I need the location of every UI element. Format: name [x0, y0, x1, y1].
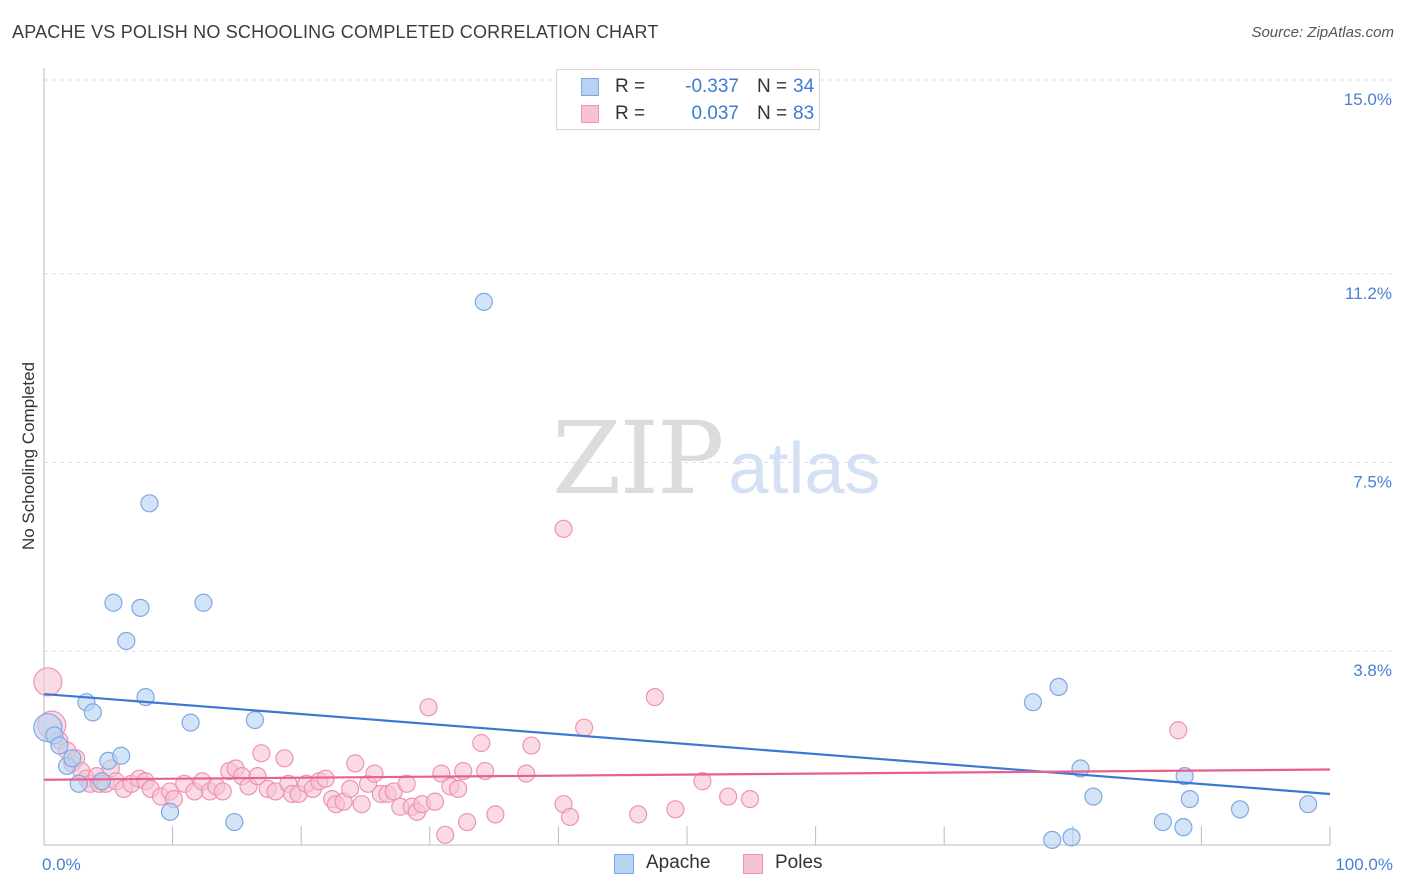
apache-point: [1175, 767, 1194, 786]
apache-point: [140, 494, 159, 513]
apache-point: [1180, 789, 1199, 809]
apache-point: [245, 710, 265, 730]
poles-point: [352, 795, 371, 814]
x-tick-label: 100.0%: [1335, 855, 1393, 874]
watermark-atlas: atlas: [728, 429, 881, 509]
poles-point: [346, 754, 365, 773]
apache-trend-line: [43, 692, 1331, 796]
poles-legend-label: Poles: [775, 852, 823, 873]
poles-point: [340, 779, 360, 799]
poles-point: [719, 787, 738, 806]
poles-points: [33, 519, 1188, 844]
y-tick-label: 11.2%: [1345, 284, 1392, 303]
apache-point: [63, 749, 82, 768]
poles-r-value: 0.037: [691, 103, 739, 124]
apache-legend-label: Apache: [646, 852, 711, 873]
y-tick-label: 3.8%: [1353, 661, 1392, 680]
poles-point: [575, 718, 594, 737]
y-axis-label: No Schooling Completed: [19, 362, 38, 550]
apache-point: [83, 703, 102, 722]
poles-point: [252, 744, 271, 763]
tick-labels: 3.8% 7.5% 11.2% 15.0% 0.0% 100.0%: [42, 90, 1393, 874]
poles-point: [1169, 721, 1188, 740]
apache-point: [1153, 812, 1172, 832]
trend-lines: [43, 692, 1331, 796]
apache-point: [69, 774, 88, 793]
poles-point: [693, 772, 712, 791]
apache-point: [117, 631, 136, 651]
apache-point: [1062, 828, 1081, 847]
apache-point: [1071, 759, 1090, 778]
apache-point: [181, 713, 200, 732]
poles-point: [248, 767, 267, 786]
poles-point: [645, 687, 664, 707]
apache-n-label: N =: [757, 76, 788, 97]
gridlines: [44, 79, 1392, 652]
poles-point: [517, 764, 536, 783]
y-tick-label: 7.5%: [1353, 473, 1392, 492]
apache-point: [1023, 693, 1043, 712]
poles-point: [397, 774, 416, 793]
poles-point: [365, 764, 384, 783]
apache-legend-swatch: [614, 854, 634, 874]
poles-point: [560, 807, 580, 827]
poles-point: [666, 800, 685, 819]
apache-point: [92, 772, 111, 791]
chart-title: APACHE VS POLISH NO SCHOOLING COMPLETED …: [12, 22, 659, 42]
poles-r-label: R =: [615, 103, 646, 124]
poles-point: [425, 792, 445, 811]
poles-point: [522, 736, 541, 755]
poles-point: [472, 733, 491, 753]
poles-point: [740, 789, 760, 809]
apache-point: [131, 598, 150, 617]
poles-point: [554, 519, 573, 538]
apache-point: [112, 746, 131, 765]
watermark-zip: ZIP: [552, 400, 724, 517]
poles-n-label: N =: [757, 103, 788, 124]
poles-point: [33, 667, 63, 697]
apache-point: [1299, 795, 1318, 814]
apache-point: [474, 292, 493, 311]
correlation-legend: R = -0.337 N = 34 R = 0.037 N = 83: [556, 69, 820, 130]
zipatlas-watermark: ZIPatlas: [552, 400, 880, 517]
poles-point: [419, 698, 438, 717]
apache-point: [1043, 830, 1062, 850]
apache-point: [1174, 818, 1193, 837]
apache-r-value: -0.337: [685, 76, 739, 97]
apache-point: [1230, 800, 1250, 819]
source-label: Source: ZipAtlas.com: [1251, 24, 1394, 41]
apache-point: [194, 593, 213, 612]
poles-n-value: 83: [793, 103, 815, 124]
axes: [43, 68, 1331, 846]
x-tick-label: 0.0%: [42, 855, 81, 874]
poles-point: [448, 779, 468, 799]
y-tick-label: 15.0%: [1344, 90, 1392, 109]
apache-point: [1084, 787, 1103, 806]
apache-swatch: [581, 78, 599, 96]
poles-point: [432, 764, 451, 783]
poles-legend-swatch: [743, 854, 763, 874]
apache-point: [104, 593, 123, 612]
apache-point: [50, 736, 69, 755]
poles-point: [213, 782, 232, 801]
poles-point: [436, 825, 455, 844]
poles-point: [486, 805, 505, 824]
poles-point: [316, 769, 335, 788]
apache-n-value: 34: [793, 76, 815, 97]
poles-point: [629, 805, 648, 824]
poles-point: [457, 812, 477, 832]
apache-point: [160, 802, 180, 821]
poles-swatch: [581, 105, 599, 123]
apache-point: [1049, 677, 1068, 697]
apache-r-label: R =: [615, 76, 646, 97]
poles-point: [275, 749, 294, 768]
poles-trend-line: [43, 768, 1331, 781]
apache-point: [225, 812, 244, 832]
